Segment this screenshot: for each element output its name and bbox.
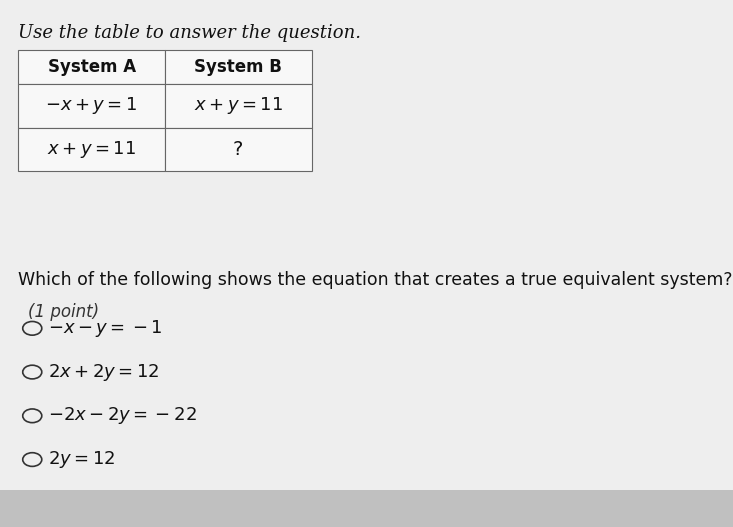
Text: System B: System B (194, 58, 282, 76)
Text: Use the table to answer the question.: Use the table to answer the question. (18, 24, 361, 42)
Bar (165, 84, 312, 128)
Text: $x+y=11$: $x+y=11$ (194, 95, 283, 116)
Text: $x+y=11$: $x+y=11$ (47, 139, 136, 160)
Text: Which of the following shows the equation that creates a true equivalent system?: Which of the following shows the equatio… (18, 271, 733, 289)
Bar (18, 50, 165, 84)
Text: System A: System A (48, 58, 136, 76)
Text: $2x+2y=12$: $2x+2y=12$ (48, 362, 159, 383)
Bar (18, 128, 165, 171)
Text: ?: ? (233, 140, 243, 159)
Text: $-x-y=-1$: $-x-y=-1$ (48, 318, 162, 339)
Text: $-x+y=1$: $-x+y=1$ (45, 95, 138, 116)
Bar (0, 490, 733, 527)
Text: $2y=12$: $2y=12$ (48, 449, 115, 470)
Bar (165, 50, 312, 84)
Bar (18, 84, 165, 128)
Text: (1 point): (1 point) (28, 303, 99, 321)
Text: $-2x-2y=-22$: $-2x-2y=-22$ (48, 405, 196, 426)
Bar (165, 128, 312, 171)
